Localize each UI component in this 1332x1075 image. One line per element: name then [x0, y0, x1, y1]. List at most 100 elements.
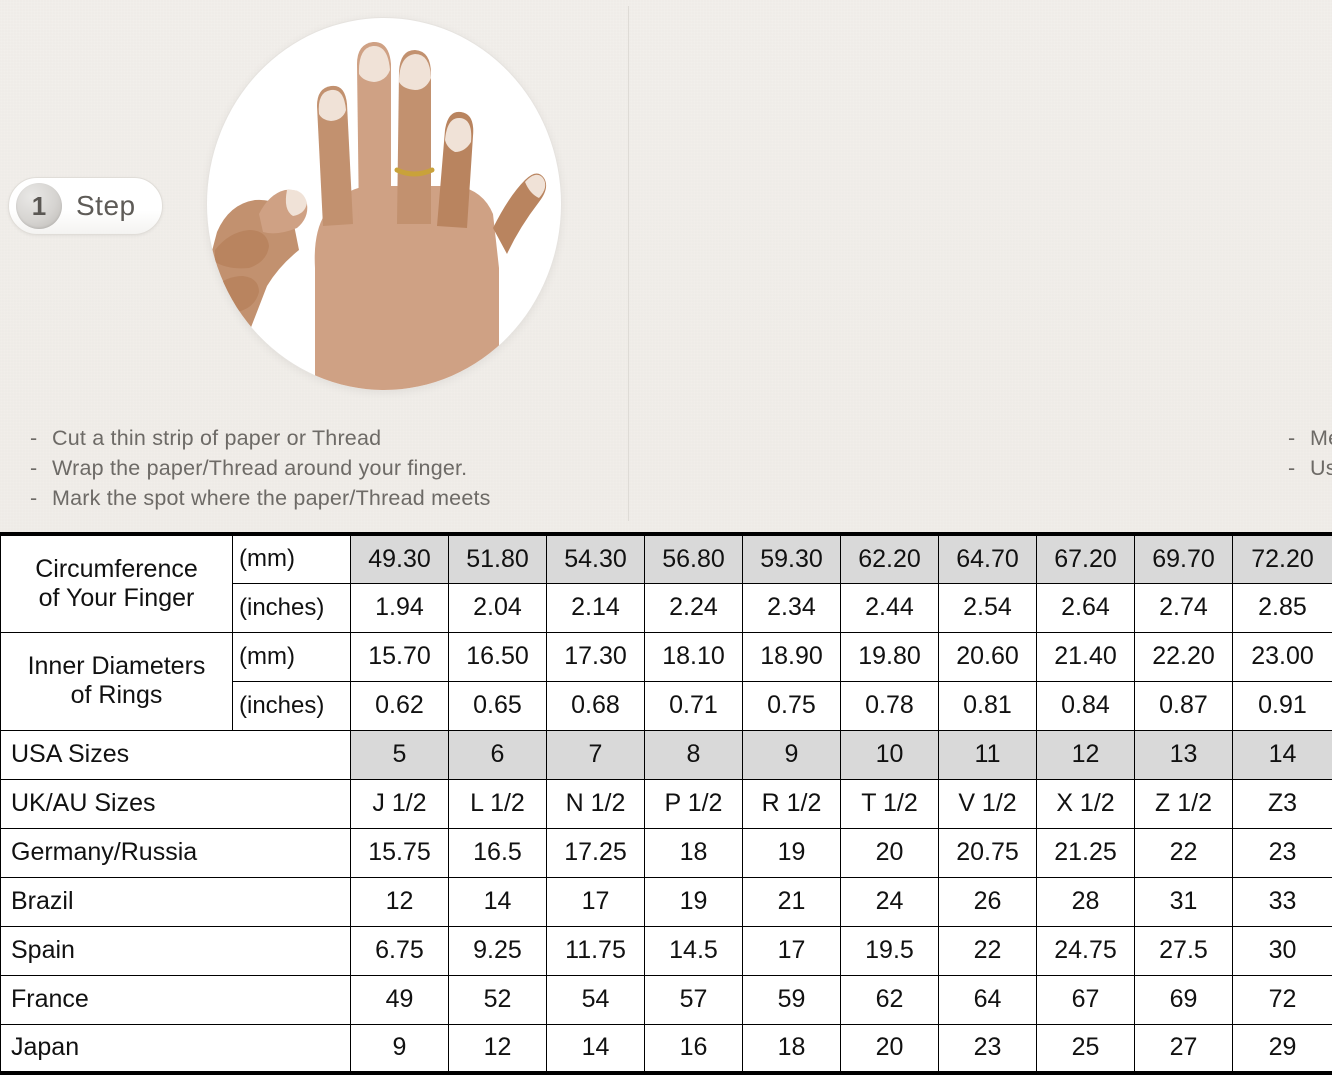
value-cell: 0.68 — [546, 680, 645, 731]
value-cell: 17.25 — [546, 827, 645, 878]
row-group-label-line: Inner Diameters — [27, 652, 206, 680]
value-cell: 2.85 — [1232, 582, 1332, 633]
value-cell: 59.30 — [742, 532, 841, 584]
value-cell: 7 — [546, 729, 645, 780]
value-cell: 25 — [1036, 1023, 1135, 1075]
ring-size-chart: Circumference of Your Finger (mm) 49.30 51.8… — [0, 532, 1332, 1075]
value-cell: 69.70 — [1134, 532, 1233, 584]
value-cell: 33 — [1232, 876, 1332, 927]
country-row-label: France — [0, 974, 351, 1025]
value-cell: 19.5 — [840, 925, 939, 976]
list-item: - Mark the spot where the paper/Thread me… — [30, 483, 491, 513]
value-cell: 16.50 — [448, 631, 547, 682]
table-row: Brazil 12 14 17 19 21 24 26 28 31 33 — [0, 876, 1332, 927]
value-cell: 64.70 — [938, 532, 1037, 584]
row-group-label: Inner Diameters of Rings — [0, 631, 233, 731]
value-cell: 23.00 — [1232, 631, 1332, 682]
value-cell: 11 — [938, 729, 1037, 780]
value-cell: 72 — [1232, 974, 1332, 1025]
table-row: Inner Diameters of Rings (mm) 15.70 16.50 17.… — [0, 631, 1332, 731]
value-cell: L 1/2 — [448, 778, 547, 829]
list-item: -Use the following chart to determine yo… — [1288, 453, 1332, 483]
value-cell: 22 — [1134, 827, 1233, 878]
value-cell: 14 — [1232, 729, 1332, 780]
table-row: (inches) 1.94 2.04 2.14 2.24 2.34 2.44 2.54 2.64… — [1, 582, 1332, 633]
instruction-text: Use the following chart to determine you… — [1310, 456, 1332, 480]
table-row: Japan 9 12 14 16 18 20 23 25 27 29 — [0, 1023, 1332, 1075]
row-group-label-line: Circumference — [35, 554, 198, 583]
value-cell: 21.25 — [1036, 827, 1135, 878]
country-row-label: UK/AU Sizes — [0, 778, 351, 829]
unit-cell: (inches) — [232, 582, 351, 633]
value-cell: 9 — [350, 1023, 449, 1075]
value-cell: 12 — [350, 876, 449, 927]
table-row: USA Sizes 5 6 7 8 9 10 11 12 13 14 — [0, 729, 1332, 780]
table-row: France 49 52 54 57 59 62 64 67 69 72 — [0, 974, 1332, 1025]
table-row: Circumference of Your Finger (mm) 49.30 51.8… — [0, 532, 1332, 633]
instruction-text: Mark the spot where the paper/Thread mee… — [52, 486, 491, 510]
value-cell: 2.14 — [546, 582, 645, 633]
value-cell: 31 — [1134, 876, 1233, 927]
hand-icon — [207, 41, 547, 390]
step-1-instructions: - Cut a thin strip of paper or Thread - Wr… — [30, 423, 491, 513]
value-cell: 22.20 — [1134, 631, 1233, 682]
value-cell: 62.20 — [840, 532, 939, 584]
unit-cell: (mm) — [232, 631, 351, 682]
value-cell: 14 — [546, 1023, 645, 1075]
value-cell: 20.60 — [938, 631, 1037, 682]
value-cell: J 1/2 — [350, 778, 449, 829]
value-cell: 24.75 — [1036, 925, 1135, 976]
step-1-panel: 1 Step - Cut a thin strip of paper or Thr… — [0, 0, 628, 527]
value-cell: 64 — [938, 974, 1037, 1025]
country-row-label: Spain — [0, 925, 351, 976]
value-cell: Z 1/2 — [1134, 778, 1233, 829]
value-cell: 51.80 — [448, 532, 547, 584]
value-cell: 13 — [1134, 729, 1233, 780]
value-cell: 0.78 — [840, 680, 939, 731]
value-cell: 21.40 — [1036, 631, 1135, 682]
value-cell: 20.75 — [938, 827, 1037, 878]
list-item: -Measure the length of the thread with y… — [1288, 423, 1332, 453]
value-cell: 2.64 — [1036, 582, 1135, 633]
value-cell: 59 — [742, 974, 841, 1025]
value-cell: P 1/2 — [644, 778, 743, 829]
value-cell: 0.81 — [938, 680, 1037, 731]
value-cell: Z3 — [1232, 778, 1332, 829]
unit-cell: (mm) — [232, 532, 351, 584]
value-cell: 14 — [448, 876, 547, 927]
table-row: (inches) 0.62 0.65 0.68 0.71 0.75 0.78 0.81 0.84… — [1, 680, 1332, 731]
value-cell: 15.75 — [350, 827, 449, 878]
value-cell: X 1/2 — [1036, 778, 1135, 829]
step-2-instructions: -Measure the length of the thread with y… — [1288, 423, 1332, 483]
bullet-dash-icon: - — [1288, 426, 1296, 450]
value-cell: 19 — [742, 827, 841, 878]
value-cell: N 1/2 — [546, 778, 645, 829]
value-cell: 23 — [938, 1023, 1037, 1075]
panel-divider — [628, 6, 629, 521]
step-1-photo — [207, 18, 561, 390]
value-cell: 2.24 — [644, 582, 743, 633]
value-cell: 67 — [1036, 974, 1135, 1025]
list-item: - Cut a thin strip of paper or Thread — [30, 423, 491, 453]
instruction-text: Cut a thin strip of paper or Thread — [52, 426, 382, 450]
value-cell: 0.65 — [448, 680, 547, 731]
table-row: Germany/Russia 15.75 16.5 17.25 18 19 20 20.75 2… — [0, 827, 1332, 878]
value-cell: 23 — [1232, 827, 1332, 878]
value-cell: 49 — [350, 974, 449, 1025]
value-cell: 6.75 — [350, 925, 449, 976]
table-row: Spain 6.75 9.25 11.75 14.5 17 19.5 22 24.75 27.5 3… — [0, 925, 1332, 976]
value-cell: 18 — [742, 1023, 841, 1075]
value-cell: 2.34 — [742, 582, 841, 633]
value-cell: 18.90 — [742, 631, 841, 682]
country-row-label: USA Sizes — [0, 729, 351, 780]
value-cell: 0.75 — [742, 680, 841, 731]
hand-with-ring-illustration — [207, 18, 561, 390]
row-group-label: Circumference of Your Finger — [0, 532, 233, 633]
value-cell: 18.10 — [644, 631, 743, 682]
value-cell: 2.74 — [1134, 582, 1233, 633]
gold-ring — [394, 167, 435, 177]
value-cell: 67.20 — [1036, 532, 1135, 584]
value-cell: 20 — [840, 1023, 939, 1075]
value-cell: 29 — [1232, 1023, 1332, 1075]
value-cell: 57 — [644, 974, 743, 1025]
